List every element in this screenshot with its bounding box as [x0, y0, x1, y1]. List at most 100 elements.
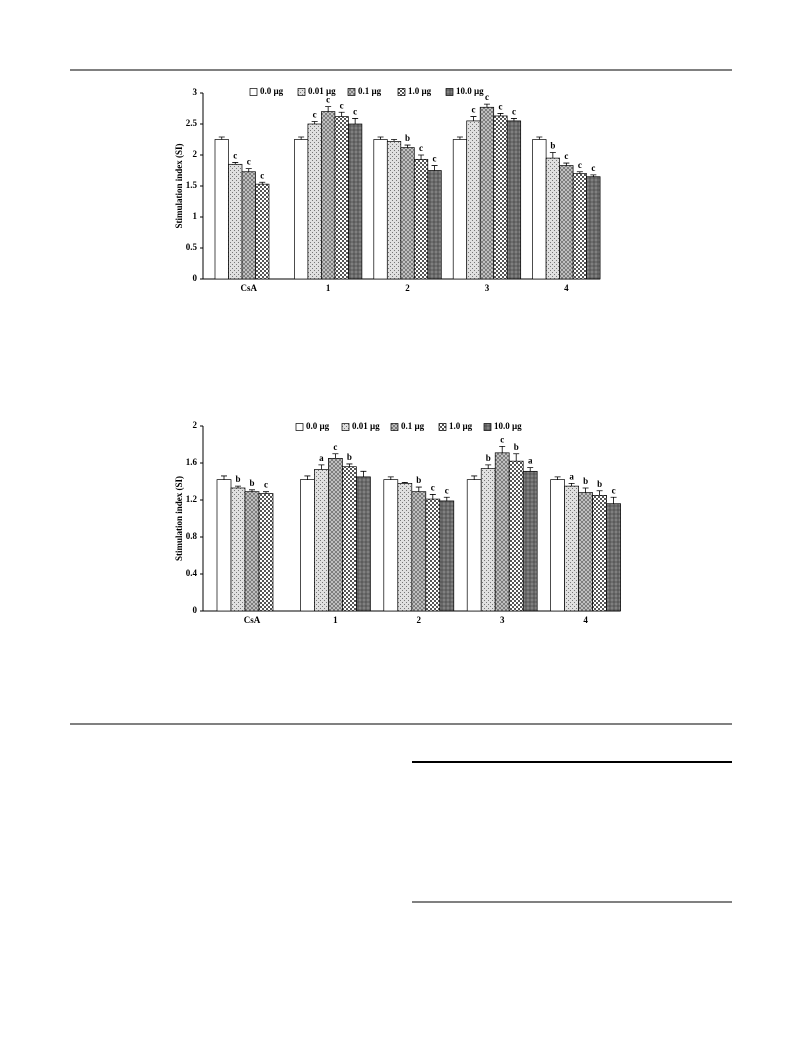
- significance-label: c: [264, 480, 268, 490]
- error-bar: [346, 463, 353, 467]
- bar: [427, 170, 442, 280]
- significance-label: b: [235, 474, 240, 484]
- error-bar: [431, 165, 438, 171]
- significance-label: a: [569, 471, 574, 481]
- error-bar: [325, 106, 332, 112]
- error-bar: [456, 136, 463, 140]
- error-bar: [377, 136, 384, 140]
- y-tick-label: 1.6: [186, 457, 198, 467]
- bar: [400, 147, 415, 280]
- y-tick-label: 0.8: [186, 531, 198, 541]
- bar: [216, 479, 232, 612]
- x-tick-label: 4: [564, 283, 569, 293]
- bar: [230, 487, 246, 612]
- error-bar: [497, 113, 504, 116]
- legend-label: 0.01 µg: [352, 421, 380, 431]
- x-tick-label: 4: [583, 615, 588, 625]
- bar: [550, 479, 565, 612]
- error-bar: [235, 485, 241, 488]
- error-bar: [404, 144, 411, 148]
- x-tick-label: CsA: [244, 615, 261, 625]
- y-tick-label: 3: [193, 87, 198, 97]
- error-bar: [418, 154, 425, 160]
- error-bar: [429, 494, 436, 500]
- bar: [578, 492, 593, 612]
- bar: [532, 139, 547, 280]
- bar: [439, 500, 455, 612]
- bar: [413, 158, 429, 280]
- significance-label: b: [597, 479, 602, 489]
- x-tick-label: 3: [485, 283, 490, 293]
- y-axis-label: Stimulation index (SI): [174, 143, 184, 228]
- y-tick-label: 1.2: [186, 494, 198, 504]
- significance-label: c: [326, 95, 330, 105]
- legend-label: 1.0 µg: [408, 86, 432, 96]
- legend-swatch: [297, 88, 306, 96]
- legend-swatch: [445, 88, 454, 96]
- y-tick-label: 2: [193, 149, 198, 159]
- x-tick-label: 1: [333, 615, 338, 625]
- significance-label: b: [583, 476, 588, 486]
- bar: [466, 120, 481, 280]
- bar: [466, 479, 482, 612]
- legend-label: 0.0 µg: [260, 86, 284, 96]
- error-bar: [338, 111, 345, 117]
- error-bar: [352, 118, 359, 124]
- legend-swatch: [390, 423, 399, 431]
- bar: [294, 139, 309, 280]
- legend-label: 0.1 µg: [401, 421, 425, 431]
- bar: [228, 163, 243, 280]
- bar: [545, 157, 560, 280]
- y-tick-label: 2: [193, 420, 198, 430]
- error-bar: [249, 489, 255, 492]
- error-bar: [590, 174, 597, 177]
- bar: [494, 452, 510, 612]
- error-bar: [554, 476, 561, 480]
- bar: [508, 460, 524, 612]
- error-bar: [415, 486, 422, 492]
- significance-label: c: [564, 151, 568, 161]
- significance-label: a: [319, 453, 324, 463]
- significance-label: c: [433, 154, 437, 164]
- error-bar: [485, 464, 492, 469]
- significance-label: c: [445, 485, 449, 495]
- bar: [300, 479, 315, 612]
- error-bar: [549, 152, 556, 159]
- bar: [241, 171, 256, 280]
- x-tick-label: 2: [405, 283, 410, 293]
- significance-label: a: [528, 456, 533, 466]
- bar: [411, 491, 427, 612]
- error-bar: [576, 171, 583, 174]
- bar: [314, 469, 329, 612]
- error-bar: [568, 482, 575, 487]
- x-tick-label: 1: [326, 283, 331, 293]
- significance-label: c: [419, 143, 423, 153]
- significance-label: b: [249, 478, 254, 488]
- bar: [522, 470, 538, 612]
- error-bar: [527, 467, 534, 472]
- significance-label: c: [431, 483, 435, 493]
- bar: [572, 173, 587, 280]
- y-tick-label: 0: [193, 605, 198, 615]
- y-tick-label: 1.5: [186, 180, 198, 190]
- legend-label: 1.0 µg: [449, 421, 473, 431]
- bar: [452, 139, 468, 280]
- y-tick-label: 0: [193, 273, 198, 283]
- significance-label: c: [260, 170, 264, 180]
- error-bar: [332, 453, 339, 459]
- y-tick-label: 1: [193, 211, 198, 221]
- bar: [397, 483, 413, 612]
- legend-swatch: [347, 88, 356, 96]
- error-bar: [218, 136, 225, 140]
- significance-label: b: [405, 133, 410, 143]
- error-bar: [360, 470, 367, 477]
- bar: [328, 458, 343, 612]
- x-tick-label: 2: [417, 615, 422, 625]
- legend-swatch: [397, 88, 406, 96]
- significance-label: c: [247, 157, 251, 167]
- legend-label: 0.01 µg: [308, 86, 336, 96]
- y-tick-label: 2.5: [186, 118, 198, 128]
- legend-swatch: [341, 423, 350, 431]
- bar: [307, 123, 322, 280]
- significance-label: c: [498, 102, 502, 112]
